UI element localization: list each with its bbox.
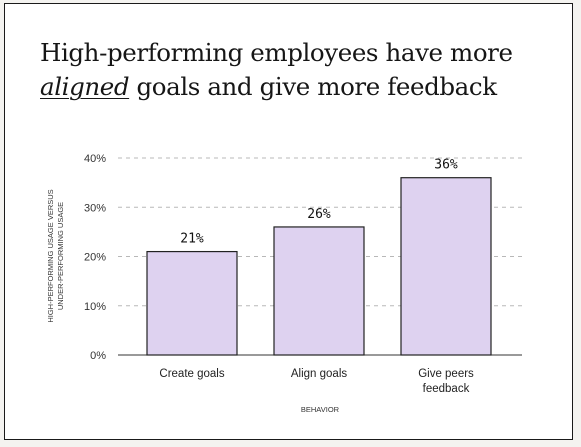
chart-title: High-performing employees have more align… (40, 36, 560, 104)
y-axis-title-line: UNDER-PERFORMING USAGE (56, 202, 65, 310)
bar (273, 226, 365, 356)
y-axis-title-line: HIGH-PERFORMING USAGE VERSUS (46, 189, 55, 322)
bar (400, 177, 492, 356)
data-label: 26% (307, 207, 331, 222)
x-tick-label: feedback (423, 383, 470, 395)
x-tick-label: Create goals (159, 368, 224, 380)
title-line-2: goals and give more feedback (129, 72, 498, 101)
data-label: 21% (180, 232, 204, 247)
title-accent-word: aligned (40, 72, 130, 101)
y-tick-label: 0% (90, 350, 106, 362)
y-tick-label: 20% (84, 252, 106, 264)
data-label: 36% (434, 158, 458, 173)
y-tick-label: 40% (84, 153, 106, 165)
x-tick-label: Align goals (291, 368, 348, 380)
y-tick-label: 10% (84, 301, 106, 313)
x-axis-title: BEHAVIOR (301, 405, 340, 414)
y-tick-label: 30% (84, 202, 106, 214)
bar (146, 250, 238, 356)
x-tick-label: Give peers (418, 368, 474, 380)
title-line-1: High-performing employees have more (40, 38, 513, 67)
